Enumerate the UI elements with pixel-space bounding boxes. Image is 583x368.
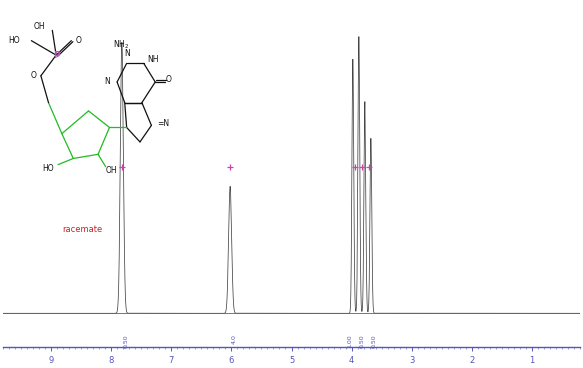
Text: 1.00: 1.00 (347, 335, 352, 348)
Text: 0.50: 0.50 (372, 335, 377, 348)
Text: 0.50: 0.50 (360, 335, 365, 348)
Text: 0.50: 0.50 (124, 335, 129, 348)
Text: 4.0: 4.0 (232, 335, 237, 344)
